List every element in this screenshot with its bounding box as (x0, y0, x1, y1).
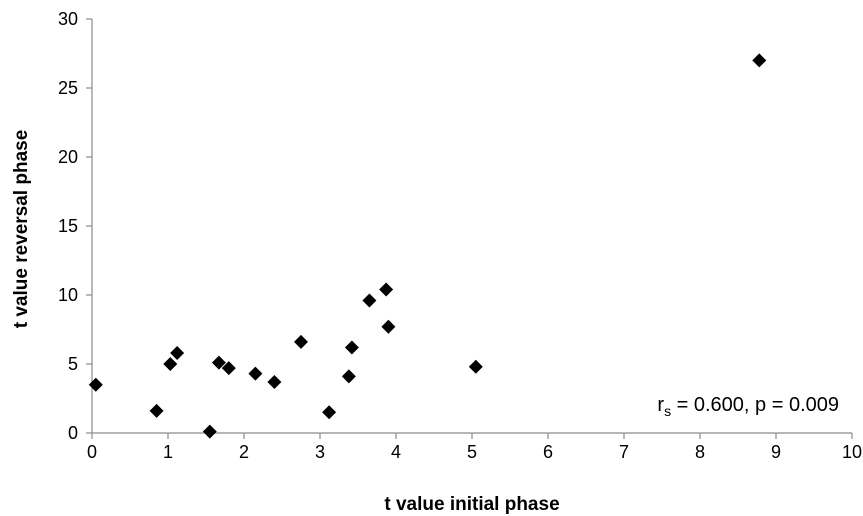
y-tick-label: 15 (58, 216, 78, 236)
y-tick-label: 5 (68, 354, 78, 374)
correlation-r-subscript: s (664, 403, 671, 419)
data-point (322, 405, 337, 420)
data-point (221, 361, 236, 376)
data-point (88, 377, 103, 392)
correlation-r-symbol: r (657, 394, 664, 416)
axes (91, 19, 852, 434)
x-tick-label: 2 (239, 442, 249, 462)
y-tick-label: 0 (68, 423, 78, 443)
y-tick-label: 20 (58, 147, 78, 167)
y-tick-label: 10 (58, 285, 78, 305)
y-tick-label: 30 (58, 9, 78, 29)
y-tick-label: 25 (58, 78, 78, 98)
data-point (381, 319, 396, 334)
x-tick-label: 8 (695, 442, 705, 462)
data-point (752, 53, 767, 68)
data-point (202, 424, 217, 439)
correlation-annotation: rs = 0.600, p = 0.009 (657, 394, 839, 419)
y-tick-group: 0 5 10 15 20 25 30 (58, 9, 92, 443)
data-point (267, 374, 282, 389)
x-axis-title: t value initial phase (384, 494, 559, 515)
y-axis-title: t value reversal phase (11, 130, 32, 329)
x-tick-group: 0 1 2 3 4 5 6 7 8 9 10 (87, 433, 862, 462)
data-point (344, 340, 359, 355)
x-tick-label: 0 (87, 442, 97, 462)
data-point (163, 357, 178, 371)
x-tick-label: 5 (467, 442, 477, 462)
data-points (88, 53, 767, 439)
data-point (170, 345, 185, 360)
data-point (362, 293, 377, 308)
correlation-values: = 0.600, p = 0.009 (671, 394, 839, 416)
x-tick-label: 4 (391, 442, 401, 462)
x-tick-label: 3 (315, 442, 325, 462)
x-tick-label: 6 (543, 442, 553, 462)
data-point (341, 369, 356, 384)
data-point (248, 366, 263, 381)
x-tick-label: 7 (619, 442, 629, 462)
data-point (294, 334, 308, 349)
data-point (149, 403, 164, 418)
x-tick-label: 10 (842, 442, 862, 462)
data-point (468, 359, 483, 374)
x-tick-label: 9 (771, 442, 781, 462)
data-point (211, 355, 226, 370)
data-point (379, 282, 394, 297)
x-tick-label: 1 (163, 442, 173, 462)
